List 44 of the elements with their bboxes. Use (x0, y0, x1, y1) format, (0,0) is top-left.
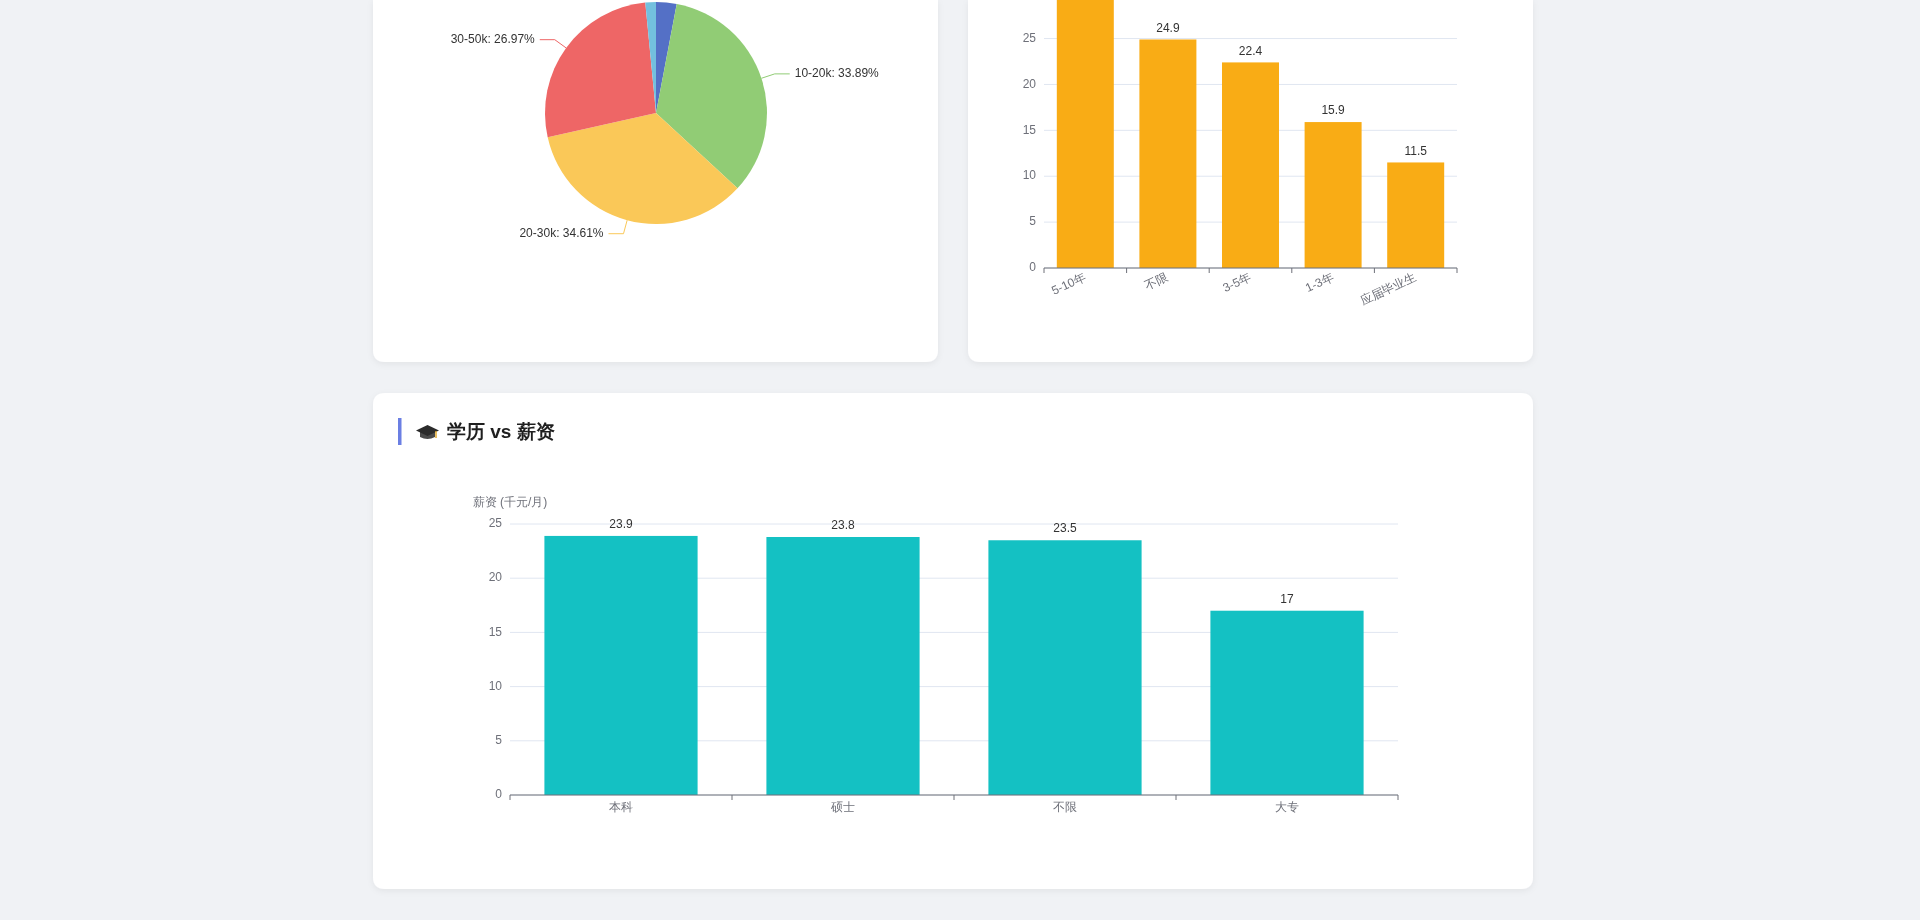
x-tick-label: 不限 (1053, 800, 1077, 815)
data-label: 22.4 (1238, 43, 1263, 58)
bar (1210, 610, 1364, 795)
y-tick-label: 25 (488, 516, 503, 531)
x-tick-label: 本科 (609, 800, 633, 815)
bar (1387, 162, 1445, 268)
data-label: 23.5 (1053, 521, 1077, 536)
bar (766, 537, 920, 795)
y-tick-label: 0 (495, 787, 503, 802)
data-label: 24.9 (1156, 20, 1180, 35)
y-tick-label: 10 (1022, 168, 1037, 183)
y-tick-label: 10 (488, 678, 503, 693)
bar (1139, 39, 1197, 268)
y-tick-label: 20 (488, 570, 503, 585)
y-tick-label: 0 (1029, 260, 1037, 275)
y-tick-label: 15 (1022, 122, 1037, 137)
bar (1222, 62, 1279, 268)
x-tick-label: 硕士 (830, 800, 855, 815)
y-tick-label: 5 (1029, 214, 1037, 229)
slice-label: 30-50k: 26.97% (450, 31, 536, 46)
y-tick-label: 5 (495, 732, 503, 747)
x-tick-label: 应届毕业生 (1358, 269, 1419, 308)
y-tick-label: 20 (1022, 76, 1037, 91)
slice-label: 20-30k: 34.61% (519, 225, 604, 240)
chart-title: 学历 vs 薪资 (447, 421, 555, 443)
bar (544, 535, 698, 795)
bar (988, 540, 1142, 795)
y-tick-label: 15 (488, 624, 503, 639)
x-tick-label: 5-10年 (1049, 269, 1088, 298)
data-label: 23.8 (831, 518, 855, 533)
x-tick-label: 大专 (1275, 800, 1299, 815)
data-label: 15.9 (1321, 103, 1346, 118)
x-tick-label: 不限 (1142, 269, 1171, 293)
y-tick-label: 25 (1022, 30, 1037, 45)
data-label: 23.9 (609, 517, 633, 532)
y-axis-title: 薪资 (千元/月) (472, 495, 548, 510)
data-label: 17 (1280, 591, 1294, 606)
x-tick-label: 3-5年 (1220, 269, 1254, 295)
pie-slice (656, 2, 677, 113)
x-tick-label: 1-3年 (1303, 269, 1336, 295)
slice-label: 10-20k: 33.89% (794, 66, 880, 81)
bar (1304, 122, 1362, 268)
data-label: 11.5 (1404, 143, 1428, 158)
bar (1056, 0, 1114, 268)
